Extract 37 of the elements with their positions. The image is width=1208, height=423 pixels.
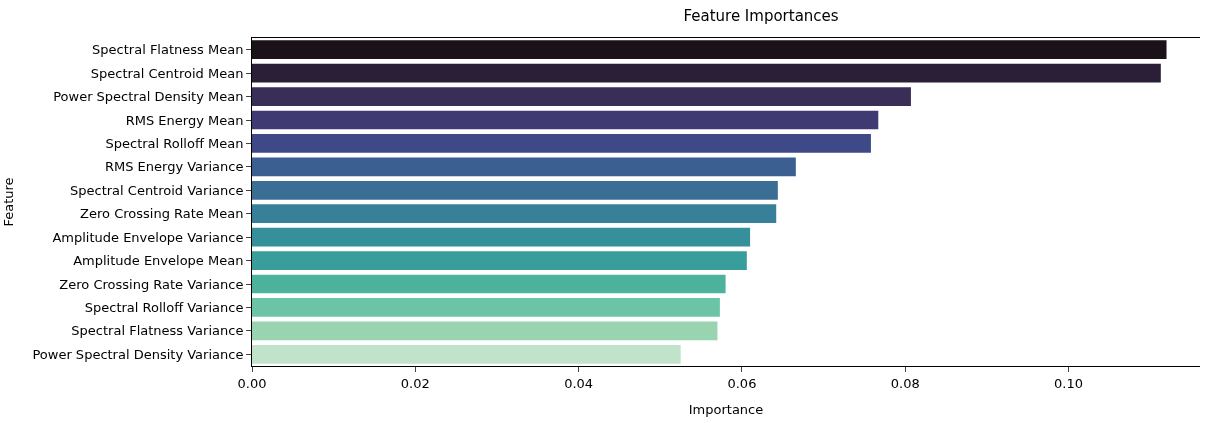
- bar: [252, 227, 751, 247]
- y-tick-label: RMS Energy Mean: [125, 112, 244, 128]
- bar: [252, 87, 911, 106]
- x-tick-label: 0.04: [564, 375, 594, 391]
- y-tick-label: Zero Crossing Rate Mean: [80, 206, 244, 222]
- y-tick-label: Spectral Centroid Variance: [70, 182, 244, 198]
- y-tick-label: Amplitude Envelope Mean: [73, 253, 244, 269]
- bar: [252, 274, 726, 294]
- bar: [252, 157, 796, 177]
- y-tick-label: Spectral Rolloff Variance: [84, 299, 244, 315]
- y-tick-label: Spectral Centroid Mean: [90, 65, 244, 81]
- bar: [252, 134, 871, 153]
- x-tick-label: 0.00: [237, 375, 267, 391]
- bar: [252, 63, 1161, 83]
- x-axis-title: Importance: [688, 402, 764, 418]
- y-tick-label: Spectral Flatness Variance: [71, 323, 244, 339]
- chart-title: Feature Importances: [683, 7, 839, 26]
- x-tick-label: 0.08: [890, 375, 920, 391]
- bar: [252, 180, 778, 200]
- x-tick-label: 0.10: [1054, 375, 1084, 391]
- bar: [252, 321, 718, 341]
- y-tick-label: Spectral Flatness Mean: [92, 42, 244, 58]
- y-tick-label: Spectral Rolloff Mean: [105, 135, 244, 151]
- y-tick-label: Power Spectral Density Mean: [53, 89, 244, 105]
- bar: [252, 344, 681, 364]
- y-tick-label: Amplitude Envelope Variance: [52, 229, 244, 245]
- y-tick-label: RMS Energy Variance: [104, 159, 244, 175]
- y-axis-title: Feature: [1, 177, 17, 227]
- bar: [252, 40, 1167, 60]
- bar: [252, 298, 720, 317]
- x-tick-label: 0.06: [727, 375, 757, 391]
- y-tick-label: Zero Crossing Rate Variance: [59, 276, 244, 292]
- x-tick-label: 0.02: [400, 375, 430, 391]
- y-tick-label: Power Spectral Density Variance: [32, 346, 244, 362]
- bar: [252, 110, 879, 130]
- bar: [252, 251, 747, 270]
- bar: [252, 204, 777, 224]
